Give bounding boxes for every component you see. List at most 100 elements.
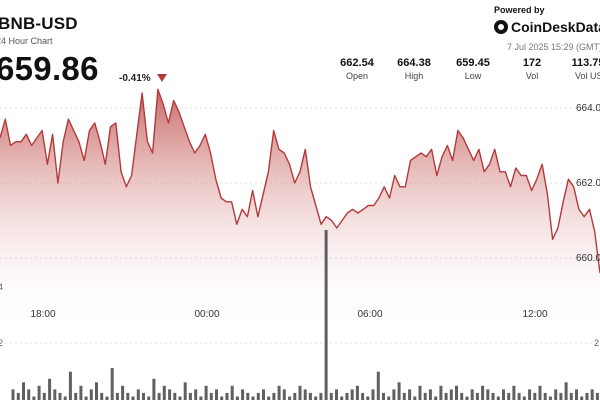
price-area [0, 89, 600, 330]
volume-bar [68, 371, 72, 400]
volume-bar [183, 382, 187, 400]
volume-bar [434, 396, 438, 400]
stat-label: Vol [525, 71, 539, 81]
volume-bar [105, 396, 109, 400]
volume-bar [11, 389, 15, 400]
volume-bar [382, 392, 385, 400]
volume-bar [355, 385, 359, 400]
coindesk-logo-icon [494, 20, 508, 34]
volume-bar [481, 385, 485, 400]
volume-bar [366, 396, 370, 400]
stat-value: 113.75K [571, 57, 600, 69]
stat-label: Vol USD [574, 71, 600, 81]
volume-bar [157, 392, 161, 400]
volume-bar [303, 389, 307, 400]
volume-bar [262, 389, 265, 400]
volume-bar [502, 389, 505, 400]
volume-bar [585, 392, 589, 400]
stat-label: Open [345, 71, 369, 81]
volume-bar [136, 389, 140, 400]
stat-label: Low [464, 71, 482, 81]
volume-bar [79, 385, 83, 400]
volume-bar [397, 382, 401, 400]
volume-bar [569, 392, 573, 400]
volume-bar [131, 396, 135, 400]
volume-bar [58, 392, 62, 400]
volume-bar [512, 385, 516, 400]
volume-bar [110, 368, 114, 400]
volume-bar [314, 396, 318, 400]
volume-bar [329, 392, 333, 400]
volume-bar [32, 396, 36, 400]
volume-bar [173, 392, 177, 400]
price-change: -0.41% [119, 73, 151, 84]
volume-bar [42, 392, 46, 400]
volume-bar [121, 385, 125, 400]
volume-bar [308, 392, 312, 400]
volume-bar [413, 396, 417, 400]
volume-bar [246, 392, 250, 400]
volume-bar [533, 392, 537, 400]
volume-bar [293, 392, 297, 400]
volume-bar [89, 389, 93, 400]
volume-bar [230, 385, 234, 400]
volume-bar [37, 385, 41, 400]
volume-bar [345, 392, 349, 400]
volume-bar [470, 389, 474, 400]
volume-bar [522, 396, 526, 400]
volume-bar [22, 382, 25, 400]
volume-bar [27, 389, 31, 400]
timestamp: 7 Jul 2025 15:29 (GMT) [507, 42, 600, 52]
volume-bar [256, 392, 260, 400]
volume-bar [559, 392, 563, 400]
volume-bar [95, 382, 98, 400]
volume-bar [517, 392, 521, 400]
volume-bar [554, 389, 558, 400]
stat-value: 664.38 [397, 57, 431, 69]
volume-bar [444, 392, 448, 400]
stat-vol-usd: 113.75K Vol USD [562, 57, 600, 81]
stat-high: 664.38 High [384, 57, 444, 81]
volume-bar [235, 396, 239, 400]
volume-bar [100, 392, 104, 400]
volume-bar [84, 396, 88, 400]
stat-low: 659.45 Low [443, 57, 503, 81]
volume-bar [209, 392, 213, 400]
y-tick-label: 662.0 [576, 178, 600, 189]
volume-bar [16, 392, 20, 400]
chart-subtitle: 24 Hour Chart [0, 36, 53, 46]
volume-bar [241, 389, 245, 400]
volume-bar [251, 396, 255, 400]
volume-bar [267, 396, 271, 400]
volume-bar [418, 385, 422, 400]
volume-bar [423, 392, 427, 400]
volume-tick-label: 2 [0, 338, 3, 348]
volume-bar [282, 389, 286, 400]
volume-bar [460, 392, 464, 400]
volume-bar [115, 392, 119, 400]
volume-bar [496, 396, 500, 400]
y-tick-label: 664.0 [576, 103, 600, 114]
y-tick-label: 660.0 [576, 253, 600, 264]
volume-bar [272, 392, 276, 400]
volume-bar [335, 389, 338, 400]
volume-bar [387, 396, 391, 400]
volume-bar [408, 389, 412, 400]
volume-bar [507, 392, 511, 400]
volume-bar [439, 385, 443, 400]
volume-bar [428, 389, 432, 400]
volume-bar [152, 378, 156, 400]
stat-vol: 172 Vol [502, 57, 562, 81]
asset-title: BNB-USD [0, 14, 78, 33]
volume-bar [220, 396, 224, 400]
volume-bar [63, 396, 67, 400]
volume-bar [225, 392, 229, 400]
volume-bar [350, 389, 354, 400]
volume-bar [528, 389, 532, 400]
volume-bar [548, 396, 552, 400]
volume-bar [486, 389, 490, 400]
volume-bar [580, 396, 584, 400]
brand-logo[interactable]: CoinDeskData [494, 19, 600, 35]
triangle-down-icon [157, 74, 167, 82]
